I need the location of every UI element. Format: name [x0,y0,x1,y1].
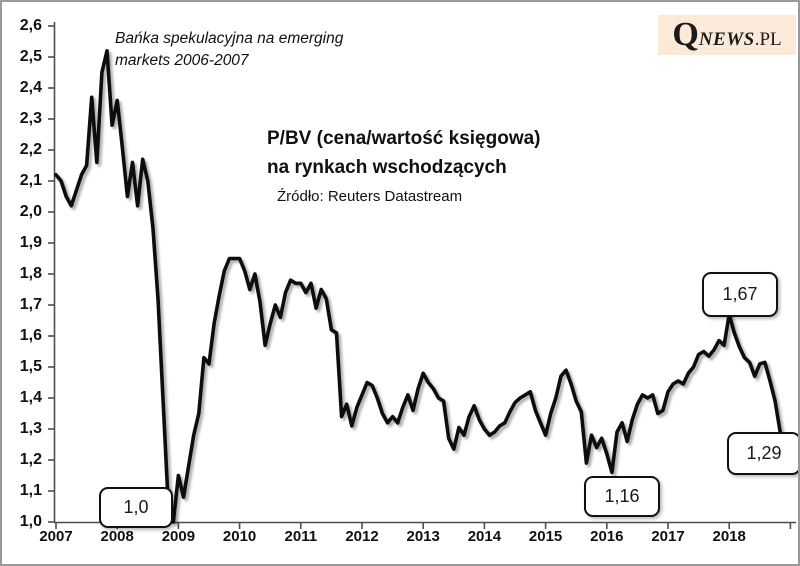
callout-low-2008: 1,0 [99,487,173,528]
y-axis-label: 2,5 [19,48,42,65]
x-axis-label: 2008 [100,528,134,545]
x-axis-label: 2012 [345,528,379,545]
x-axis-label: 2007 [39,528,73,545]
y-axis-label: 1,9 [19,234,42,251]
x-axis-label: 2015 [528,528,563,545]
y-axis-label: 2,3 [19,110,42,127]
x-axis-label: 2009 [161,528,196,545]
y-axis-label: 1,7 [19,296,42,313]
y-axis-label: 2,4 [19,79,42,96]
pbv-series-line [54,48,783,524]
x-axis-label: 2016 [590,528,624,545]
qnews-logo-pl: .PL [754,29,782,50]
y-axis-label: 1,5 [19,358,42,375]
x-axis-label: 2014 [467,528,502,545]
source-note: Źródło: Reuters Datastream [277,188,463,205]
x-axis-label: 2013 [406,528,440,545]
x-axis-label: 2017 [651,528,685,545]
y-axis-label: 1,4 [19,389,42,406]
callout-end-2018: 1,29 [727,432,798,475]
bubble-annotation-line1: Bańka spekulacyjna na emerging [115,30,344,47]
x-axis-label: 2011 [284,528,318,545]
y-axis-label: 2,2 [19,141,42,158]
x-axis-label: 2010 [222,528,257,545]
chart-title: P/BV (cena/wartość księgowa) na rynkach … [267,124,541,182]
x-axis-label: 2018 [712,528,746,545]
y-axis-label: 1,0 [19,513,42,530]
chart-title-line1: P/BV (cena/wartość księgowa) [267,128,541,149]
callout-peak-2018: 1,67 [702,272,778,317]
y-axis-label: 2,0 [19,203,42,220]
y-axis-label: 1,6 [19,327,42,344]
bubble-annotation-line2: markets 2006-2007 [115,52,249,69]
y-axis-label: 2,1 [19,172,42,189]
callout-low-2016: 1,16 [584,476,660,517]
bubble-annotation: Bańka spekulacyjna na emerging markets 2… [115,28,343,72]
qnews-logo: Q NEWS .PL [658,15,796,55]
qnews-logo-q: Q [672,16,699,53]
y-axis-label: 1,2 [19,451,42,468]
y-axis-label: 1,1 [19,482,42,499]
y-axis-label: 2,6 [19,17,42,34]
chart-title-line2: na rynkach wschodzących [267,157,507,178]
y-axis-label: 1,3 [19,420,42,437]
qnews-logo-news: NEWS [698,29,755,50]
y-axis-label: 1,8 [19,265,42,282]
